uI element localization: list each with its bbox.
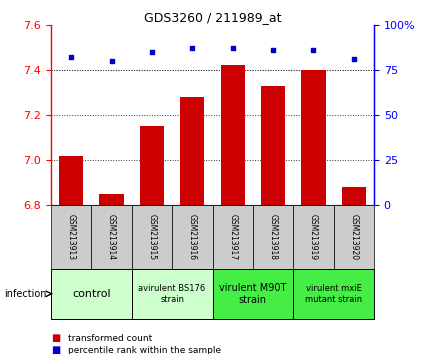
Bar: [132, 205, 172, 269]
Bar: [180, 97, 204, 205]
Point: [108, 58, 115, 64]
Bar: [132, 269, 212, 319]
Bar: [212, 205, 253, 269]
Bar: [253, 205, 293, 269]
Point: [229, 45, 236, 51]
Text: infection: infection: [4, 289, 47, 299]
Bar: [301, 70, 326, 205]
Text: GSM213919: GSM213919: [309, 214, 318, 260]
Bar: [51, 205, 91, 269]
Point: [68, 55, 75, 60]
Text: GSM213920: GSM213920: [349, 214, 358, 260]
Text: GSM213918: GSM213918: [269, 214, 278, 260]
Text: virulent mxiE
mutant strain: virulent mxiE mutant strain: [305, 284, 362, 303]
Bar: [261, 86, 285, 205]
Point: [269, 47, 276, 53]
Text: GSM213917: GSM213917: [228, 214, 237, 260]
Bar: [91, 205, 132, 269]
Point: [189, 45, 196, 51]
Text: GSM213915: GSM213915: [147, 214, 156, 260]
Text: percentile rank within the sample: percentile rank within the sample: [68, 346, 221, 354]
Bar: [172, 205, 212, 269]
Text: GSM213914: GSM213914: [107, 214, 116, 260]
Bar: [212, 269, 293, 319]
Point: [148, 49, 155, 55]
Bar: [51, 269, 132, 319]
Text: GSM213913: GSM213913: [67, 214, 76, 260]
Point: [350, 56, 357, 62]
Bar: [342, 187, 366, 205]
Bar: [334, 205, 374, 269]
Text: avirulent BS176
strain: avirulent BS176 strain: [139, 284, 206, 303]
Bar: [293, 269, 374, 319]
Text: virulent M90T
strain: virulent M90T strain: [219, 283, 286, 305]
Point: [310, 47, 317, 53]
Bar: [140, 126, 164, 205]
Title: GDS3260 / 211989_at: GDS3260 / 211989_at: [144, 11, 281, 24]
Text: control: control: [72, 289, 110, 299]
Text: transformed count: transformed count: [68, 333, 152, 343]
Text: ■: ■: [51, 346, 60, 354]
Text: GSM213916: GSM213916: [188, 214, 197, 260]
Text: ■: ■: [51, 333, 60, 343]
Bar: [293, 205, 334, 269]
Bar: [59, 156, 83, 205]
Bar: [99, 194, 124, 205]
Bar: [221, 65, 245, 205]
